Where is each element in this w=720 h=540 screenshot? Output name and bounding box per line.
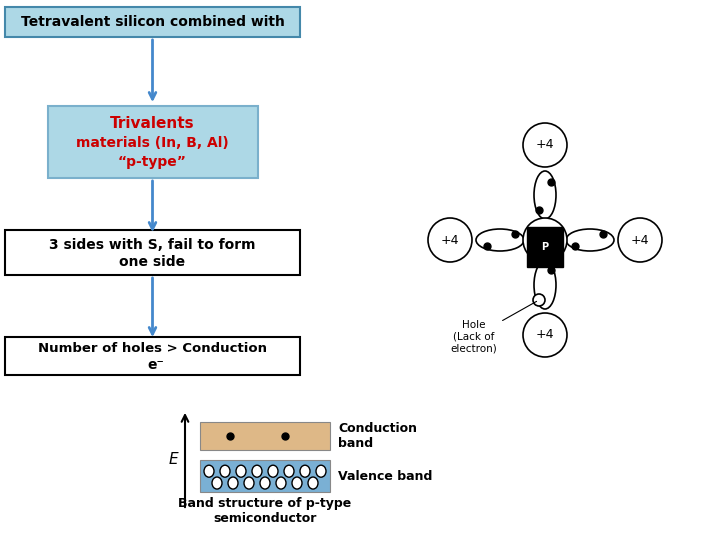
Text: E: E <box>168 453 178 468</box>
Ellipse shape <box>308 477 318 489</box>
Ellipse shape <box>204 465 214 477</box>
Text: Valence band: Valence band <box>338 469 433 483</box>
Ellipse shape <box>260 477 270 489</box>
FancyBboxPatch shape <box>5 337 300 375</box>
Ellipse shape <box>236 465 246 477</box>
Circle shape <box>523 218 567 262</box>
Ellipse shape <box>292 477 302 489</box>
Ellipse shape <box>228 477 238 489</box>
Text: +4: +4 <box>536 138 554 152</box>
Text: Trivalents: Trivalents <box>110 117 195 132</box>
Text: Band structure of p-type
semiconductor: Band structure of p-type semiconductor <box>179 497 351 525</box>
Text: 3 sides with S, fail to form: 3 sides with S, fail to form <box>49 238 256 252</box>
FancyBboxPatch shape <box>5 230 300 275</box>
Text: +3: +3 <box>536 228 554 241</box>
Text: Tetravalent silicon combined with: Tetravalent silicon combined with <box>21 15 284 29</box>
Text: +4: +4 <box>536 328 554 341</box>
Ellipse shape <box>244 477 254 489</box>
Ellipse shape <box>252 465 262 477</box>
Text: e⁻: e⁻ <box>147 358 164 372</box>
Ellipse shape <box>300 465 310 477</box>
Text: P: P <box>541 242 549 252</box>
Text: one side: one side <box>120 255 186 269</box>
Circle shape <box>523 313 567 357</box>
Ellipse shape <box>534 171 556 219</box>
Ellipse shape <box>316 465 326 477</box>
Text: Number of holes > Conduction: Number of holes > Conduction <box>38 342 267 355</box>
FancyBboxPatch shape <box>48 106 258 178</box>
Circle shape <box>523 123 567 167</box>
FancyBboxPatch shape <box>200 422 330 450</box>
Circle shape <box>618 218 662 262</box>
Text: Hole
(Lack of
electron): Hole (Lack of electron) <box>451 301 536 353</box>
Circle shape <box>428 218 472 262</box>
Ellipse shape <box>212 477 222 489</box>
Ellipse shape <box>284 465 294 477</box>
Text: +4: +4 <box>631 233 649 246</box>
Ellipse shape <box>566 229 614 251</box>
Circle shape <box>533 294 545 306</box>
Ellipse shape <box>268 465 278 477</box>
FancyBboxPatch shape <box>5 7 300 37</box>
Text: “p-type”: “p-type” <box>118 155 187 169</box>
Text: materials (In, B, Al): materials (In, B, Al) <box>76 136 229 150</box>
Ellipse shape <box>476 229 524 251</box>
FancyBboxPatch shape <box>200 460 330 492</box>
Ellipse shape <box>220 465 230 477</box>
Ellipse shape <box>534 261 556 309</box>
Text: Conduction
band: Conduction band <box>338 422 417 450</box>
Ellipse shape <box>276 477 286 489</box>
Text: +4: +4 <box>441 233 459 246</box>
